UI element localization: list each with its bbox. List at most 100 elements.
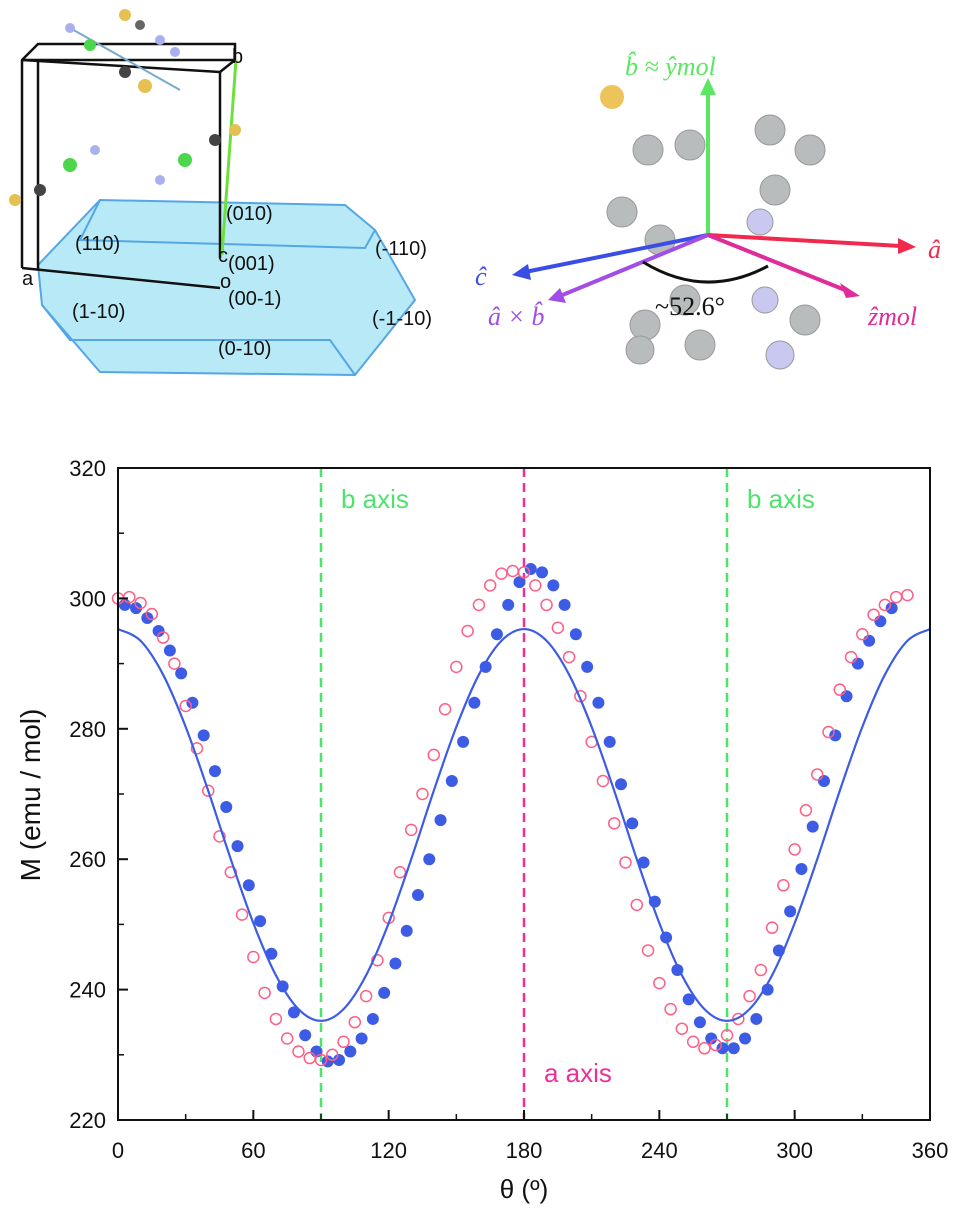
data-point: [247, 950, 260, 964]
data-point: [682, 993, 695, 1006]
data-point: [506, 564, 519, 578]
data-point: [163, 644, 176, 657]
data-point: [630, 898, 644, 912]
data-point: [517, 566, 531, 579]
data-point: [810, 768, 824, 781]
data-point: [400, 924, 413, 937]
data-point: [822, 725, 835, 739]
data-point: [540, 598, 553, 612]
data-point: [750, 1012, 763, 1025]
data-point: [359, 989, 373, 1003]
data-point: [292, 1045, 305, 1058]
data-point: [434, 814, 447, 827]
x-tick-label: 60: [241, 1138, 265, 1163]
data-point: [777, 879, 790, 892]
data-point: [885, 602, 898, 615]
y-tick-label: 280: [69, 717, 106, 742]
data-point: [844, 650, 858, 664]
data-point: [254, 915, 267, 928]
data-point: [536, 566, 549, 579]
data-point: [258, 986, 271, 1000]
data-point: [551, 621, 565, 634]
molecule-diagram: b̂ ≈ ŷmol â ĉ â × b̂ ~52.6° ẑmol: [475, 52, 941, 370]
data-point: [562, 650, 576, 664]
data-point: [201, 784, 215, 797]
x-tick-label: 180: [506, 1138, 543, 1163]
data-point: [495, 567, 508, 580]
data-point: [653, 976, 666, 990]
data-point: [878, 598, 892, 612]
data-point: [874, 615, 887, 628]
data-point: [152, 625, 165, 637]
data-point: [457, 735, 470, 748]
data-point: [404, 823, 418, 837]
x-tick-label: 360: [912, 1138, 949, 1163]
data-point: [411, 889, 424, 902]
data-point: [299, 1029, 312, 1042]
crystal-label: (010): [226, 203, 273, 225]
data-point: [867, 608, 880, 621]
axis-b: [220, 59, 238, 256]
x-axis-label: θ (º): [500, 1174, 549, 1204]
data-point: [242, 879, 255, 892]
crystal-label: (0-10): [218, 338, 271, 360]
data-point: [795, 862, 808, 875]
data-point: [686, 1035, 700, 1049]
y-tick-label: 260: [69, 847, 106, 872]
axis-label: â: [928, 235, 941, 264]
data-point: [186, 696, 199, 709]
reference-label: b axis: [747, 484, 815, 514]
crystal-label: b: [232, 46, 243, 68]
data-point: [529, 579, 542, 592]
data-point: [889, 590, 903, 604]
x-tick-label: 120: [370, 1138, 407, 1163]
data-point: [829, 729, 842, 742]
data-point: [450, 660, 463, 674]
data-point: [303, 1051, 316, 1065]
crystal-label: o: [220, 271, 231, 293]
data-point: [427, 748, 441, 762]
data-point: [513, 576, 526, 589]
data-point: [269, 1012, 283, 1026]
data-point: [134, 596, 147, 610]
data-point: [344, 1045, 357, 1058]
data-point: [490, 628, 503, 641]
data-point: [326, 1048, 339, 1062]
unit-cell: [20, 42, 237, 290]
data-point: [416, 787, 429, 801]
data-point: [438, 702, 452, 716]
data-point: [720, 1028, 734, 1042]
data-point: [637, 856, 650, 869]
data-point: [739, 1032, 752, 1045]
data-point: [483, 579, 497, 592]
data-point: [716, 1042, 729, 1055]
data-point: [698, 1042, 711, 1055]
data-point: [817, 774, 830, 787]
data-point: [675, 1022, 689, 1035]
angle-label: ~52.6°: [655, 292, 725, 321]
data-point: [856, 628, 869, 641]
data-point: [378, 986, 391, 999]
data-point: [641, 944, 655, 957]
reference-label: b axis: [341, 484, 409, 514]
data-point: [596, 774, 610, 788]
molecule: [600, 85, 826, 370]
data-point: [569, 628, 582, 641]
crystal-label: (1-10): [72, 301, 125, 323]
data-point: [806, 820, 819, 833]
data-point: [732, 1012, 745, 1026]
data-point: [619, 856, 632, 869]
crystal-label: (-110): [375, 238, 427, 260]
y-tick-label: 320: [69, 456, 106, 481]
data-point: [179, 699, 192, 713]
data-point: [231, 840, 244, 853]
x-tick-label: 240: [641, 1138, 678, 1163]
vector-arrows: [512, 78, 916, 303]
data-point: [558, 598, 571, 611]
data-point: [840, 690, 853, 703]
data-point: [389, 957, 402, 970]
data-point: [130, 602, 143, 615]
data-point: [366, 1012, 379, 1025]
data-point: [693, 1016, 706, 1029]
